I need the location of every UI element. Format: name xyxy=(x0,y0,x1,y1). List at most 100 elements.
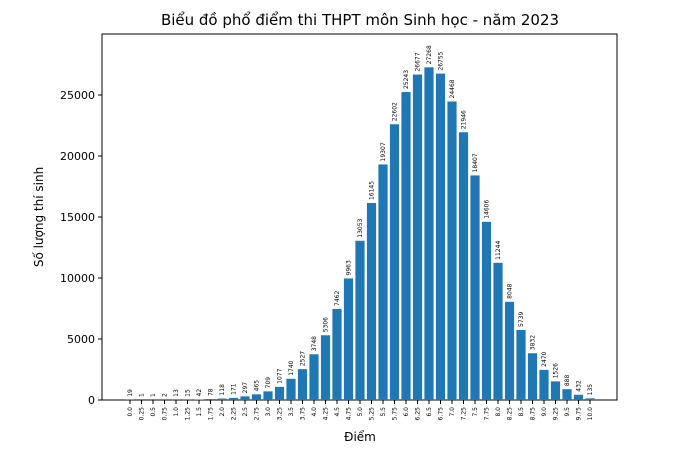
data-label: 2 xyxy=(162,393,169,397)
x-tick-label: 8.0 xyxy=(495,407,502,417)
data-label: 22602 xyxy=(392,102,399,121)
data-label: 26677 xyxy=(415,52,422,71)
bar xyxy=(585,398,595,400)
x-tick-label: 3.5 xyxy=(288,407,295,417)
x-tick-label: 9.5 xyxy=(564,407,571,417)
x-axis-label: Điểm xyxy=(344,430,376,444)
data-label: 1740 xyxy=(288,360,295,375)
y-tick-label: 5000 xyxy=(67,333,95,346)
bar xyxy=(573,394,584,400)
bar xyxy=(194,399,204,400)
data-label: 24468 xyxy=(449,79,456,98)
bar xyxy=(343,278,354,400)
x-tick-label: 1.75 xyxy=(208,407,215,421)
x-tick-label: 9.25 xyxy=(553,407,560,421)
x-tick-label: 0.75 xyxy=(162,407,169,421)
x-tick-label: 6.75 xyxy=(438,407,445,421)
x-tick-label: 4.5 xyxy=(334,407,341,417)
x-tick-label: 9.0 xyxy=(541,407,548,417)
bar xyxy=(309,354,319,400)
x-tick-label: 5.75 xyxy=(392,407,399,421)
data-label: 13 xyxy=(173,389,180,397)
data-label: 19 xyxy=(127,389,134,397)
bar xyxy=(562,389,572,400)
bar xyxy=(481,221,492,400)
bar xyxy=(412,74,423,401)
bar xyxy=(217,398,227,400)
y-tick-label: 15000 xyxy=(60,211,95,224)
data-label: 9963 xyxy=(346,260,353,275)
bar xyxy=(320,335,331,400)
x-tick-label: 2.75 xyxy=(254,407,261,421)
x-tick-label: 10.0 xyxy=(587,407,594,421)
x-tick-label: 2.0 xyxy=(219,407,226,417)
bar xyxy=(504,301,515,400)
data-label: 27268 xyxy=(426,45,433,64)
x-tick-label: 2.5 xyxy=(242,407,249,417)
data-label: 19307 xyxy=(380,142,387,161)
x-tick-label: 3.75 xyxy=(300,407,307,421)
bar xyxy=(251,394,262,400)
data-label: 25243 xyxy=(403,70,410,89)
x-tick-label: 7.5 xyxy=(472,407,479,417)
bar xyxy=(401,92,411,400)
data-label: 78 xyxy=(208,388,215,396)
data-label: 1526 xyxy=(553,363,560,378)
bar xyxy=(470,175,480,400)
x-tick-label: 8.5 xyxy=(518,407,525,417)
x-tick-label: 5.0 xyxy=(357,407,364,417)
x-tick-label: 0.5 xyxy=(150,407,157,417)
chart-title: Biểu đồ phổ điểm thi THPT môn Sinh học -… xyxy=(161,11,559,29)
x-tick-label: 7.75 xyxy=(484,407,491,421)
x-tick-label: 4.75 xyxy=(346,407,353,421)
bar xyxy=(424,67,434,401)
x-tick-label: 6.0 xyxy=(403,407,410,417)
data-label: 15 xyxy=(185,389,192,397)
data-label: 297 xyxy=(242,382,249,394)
y-tick-label: 10000 xyxy=(60,272,95,285)
bar xyxy=(378,164,388,400)
bar xyxy=(240,396,250,400)
x-tick-label: 8.25 xyxy=(507,407,514,421)
y-axis-label: Số lượng thí sinh xyxy=(32,167,46,267)
bar xyxy=(228,397,239,400)
data-label: 14606 xyxy=(484,200,491,219)
data-label: 7462 xyxy=(334,291,341,306)
data-label: 118 xyxy=(219,384,226,396)
bar xyxy=(205,399,216,400)
data-label: 2527 xyxy=(300,351,307,366)
bar xyxy=(527,353,538,400)
x-tick-label: 9.75 xyxy=(576,407,583,421)
bar xyxy=(389,124,400,400)
x-tick-label: 5.5 xyxy=(380,407,387,417)
data-label: 135 xyxy=(587,384,594,396)
x-tick-label: 1.25 xyxy=(185,407,192,421)
bar xyxy=(447,101,457,400)
data-label: 465 xyxy=(254,380,261,392)
x-tick-label: 1.0 xyxy=(173,407,180,417)
data-label: 432 xyxy=(576,380,583,392)
x-tick-label: 1.5 xyxy=(196,407,203,417)
x-tick-label: 3.25 xyxy=(277,407,284,421)
x-tick-label: 3.0 xyxy=(265,407,272,417)
data-label: 42 xyxy=(196,389,203,397)
bar xyxy=(539,369,549,400)
y-tick-label: 25000 xyxy=(60,89,95,102)
data-label: 709 xyxy=(265,377,272,389)
y-tick-label: 0 xyxy=(88,394,95,407)
y-tick-label: 20000 xyxy=(60,150,95,163)
bar xyxy=(332,308,342,400)
data-label: 5739 xyxy=(518,312,525,327)
data-label: 3748 xyxy=(311,336,318,351)
data-label: 13053 xyxy=(357,218,364,237)
x-tick-label: 4.25 xyxy=(323,407,330,421)
data-label: 21946 xyxy=(461,110,468,129)
bar xyxy=(550,381,561,400)
data-label: 171 xyxy=(231,383,238,395)
x-tick-label: 0.25 xyxy=(139,407,146,421)
bar xyxy=(355,240,365,400)
bar xyxy=(297,369,308,400)
x-tick-label: 6.5 xyxy=(426,407,433,417)
data-label: 1077 xyxy=(277,368,284,383)
